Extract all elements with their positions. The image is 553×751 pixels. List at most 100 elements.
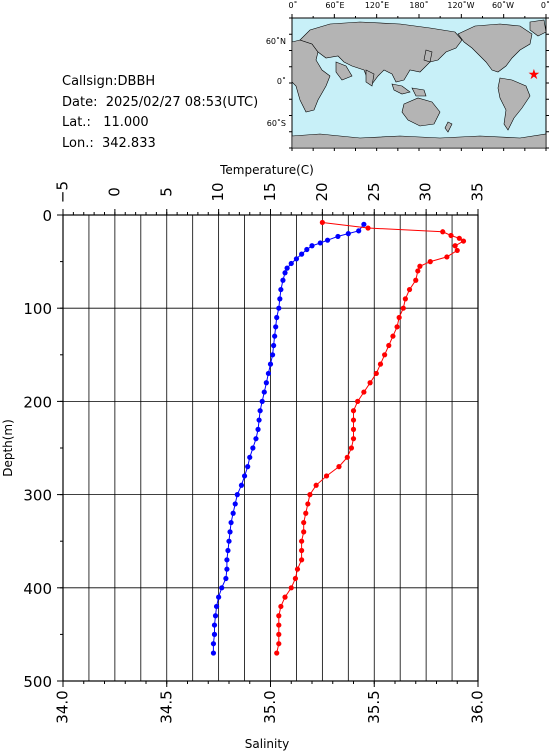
temperature-data-point (210, 650, 217, 656)
salinity-data-point (400, 305, 406, 311)
salinity-data-point (454, 247, 460, 254)
salinity-data-point (323, 473, 330, 479)
station-marker-icon: ★ (528, 67, 541, 83)
temperature-data-point (232, 501, 238, 507)
depth-axis-title: Depth(m) (1, 419, 15, 477)
temperature-data-point (335, 233, 341, 240)
date-text: Date: 2025/02/27 08:53(UTC) (62, 94, 259, 110)
temperature-tick-label: 10 (209, 182, 227, 201)
salinity-data-point (301, 529, 307, 535)
salinity-data-point (350, 408, 357, 414)
temperature-data-point (356, 228, 362, 234)
map-lon-label: 60˚E (325, 0, 344, 10)
temperature-data-point (309, 243, 315, 249)
plot-area: −5 0 5 10 15 20 25 30 35 34.0 34.5 35.0 35.5 36.0 01… (1, 163, 487, 751)
salinity-data-point (456, 235, 462, 241)
salinity-data-point (406, 286, 413, 293)
salinity-data-point (274, 650, 280, 656)
temperature-data-point (274, 314, 280, 321)
temperature-data-point (324, 237, 331, 243)
temperature-data-point (211, 622, 218, 628)
temperature-data-point (304, 246, 310, 253)
salinity-data-point (386, 342, 392, 349)
map-lon-label: 120˚W (447, 0, 474, 10)
temperature-data-point (269, 352, 276, 358)
location-map: 0˚ 60˚E 120˚E 180˚ 120˚W 60˚W 0˚ 60˚N 0˚… (266, 0, 550, 151)
salinity-data-point (365, 225, 371, 231)
salinity-data-point (367, 380, 373, 386)
temperature-data-point (280, 277, 286, 283)
map-lon-label: 0˚ (541, 0, 550, 10)
temperature-data-point (250, 445, 256, 451)
salinity-data-point (444, 254, 450, 260)
temperature-tick-label: 30 (417, 182, 435, 201)
salinity-data-point (350, 436, 357, 442)
salinity-data-point (282, 594, 288, 600)
temperature-data-point (299, 251, 305, 257)
temperature-data-point (230, 510, 236, 516)
salinity-data-point (402, 296, 408, 302)
salinity-data-point (288, 585, 294, 591)
salinity-data-point (278, 603, 284, 610)
land-shape (401, 97, 441, 127)
depth-tick-label: 100 (23, 300, 52, 318)
salinity-tick-label: 35.0 (261, 690, 279, 723)
map-lon-label: 0˚ (288, 0, 297, 10)
temperature-data-point (293, 256, 300, 262)
temperature-tick-label: 25 (365, 182, 383, 201)
salinity-data-point (276, 641, 282, 647)
salinity-data-point (413, 277, 419, 283)
temperature-data-point (284, 265, 290, 271)
salinity-data-point (301, 519, 307, 526)
temperature-axis: −5 0 5 10 15 20 25 30 35 (54, 181, 487, 215)
salinity-data-point (276, 613, 282, 619)
temperature-data-point (216, 594, 222, 600)
temperature-data-point (226, 538, 232, 544)
temperature-data-point (211, 631, 218, 638)
salinity-data-point (361, 389, 367, 395)
map-lon-label: 60˚W (492, 0, 514, 10)
temperature-axis-title: Temperature(C) (219, 163, 314, 177)
salinity-data-point (350, 426, 357, 432)
salinity-data-point (382, 352, 388, 358)
land-shape (529, 19, 547, 37)
temperature-data-point (227, 529, 233, 535)
temperature-data-point (265, 370, 272, 377)
depth-tick-label: 200 (23, 393, 52, 411)
land-shape (391, 83, 411, 95)
temperature-data-point (276, 305, 282, 311)
temperature-data-point (259, 398, 265, 404)
temperature-data-point (210, 641, 217, 647)
temperature-data-point (255, 426, 261, 432)
land-shape (497, 77, 531, 131)
temperature-data-point (253, 436, 259, 442)
temperature-data-point (212, 613, 219, 619)
temperature-data-point (256, 417, 262, 423)
map-lon-label: 120˚E (365, 0, 389, 10)
salinity-data-point (305, 501, 311, 507)
map-lon-label: 180˚ (409, 0, 428, 10)
temperature-data-point (241, 473, 248, 479)
temperature-data-point (224, 557, 230, 563)
depth-tick-label: 500 (23, 673, 52, 691)
salinity-data-point (299, 538, 305, 544)
salinity-data-point (377, 361, 384, 367)
temperature-data-point (263, 380, 269, 386)
temperature-data-point (261, 389, 267, 395)
temperature-data-point (345, 231, 351, 237)
land-shape (335, 61, 353, 81)
salinity-data-point (319, 219, 325, 226)
salinity-tick-label: 35.5 (365, 690, 383, 723)
salinity-data-point (313, 482, 319, 488)
land-shape (423, 49, 433, 63)
salinity-data-point (394, 324, 400, 330)
map-lat-labels: 60˚N 0˚ 60˚S (266, 36, 286, 128)
temperature-data-point (282, 270, 288, 276)
temperature-profile-line (212, 223, 365, 653)
temperature-tick-label: 5 (157, 187, 175, 197)
longitude-text: Lon.: 342.833 (62, 135, 156, 151)
map-lat-label: 60˚N (266, 36, 286, 46)
temperature-data-point (271, 342, 277, 349)
salinity-data-point (448, 232, 454, 239)
salinity-axis-title: Salinity (245, 737, 289, 751)
